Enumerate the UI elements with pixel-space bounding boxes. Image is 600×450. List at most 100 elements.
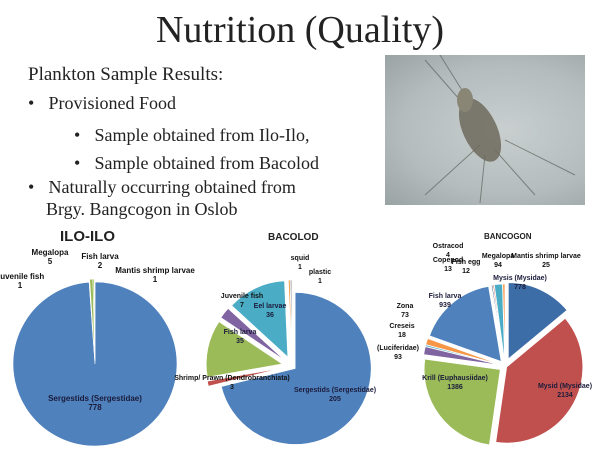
pie-label-name: Fish larva [81, 252, 119, 261]
pie-label-name: Mantis shrimp larvae [511, 253, 581, 260]
pie-label-name: Fish larva [223, 329, 257, 336]
pie-label-value: 12 [462, 268, 470, 275]
pie-slice-bancogon-6 [429, 286, 502, 362]
pie-label-name: Megalopa [481, 253, 515, 260]
pie-slice-bancogon-3 [423, 346, 500, 366]
slide-title: Nutrition (Quality) [155, 9, 445, 51]
pie-label-value: 1 [318, 278, 322, 285]
pie-label-name: (Luciferidae) [376, 345, 420, 352]
chart-title-bacolod: BACOLOD [268, 232, 319, 243]
pie-label-name: Ostracod [432, 243, 464, 250]
pie-label-name: Sergestids (Sergestidae) [48, 394, 142, 403]
pie-label-name: Creseis [389, 323, 415, 330]
pie-label-name: Megalopa [31, 248, 69, 257]
pie-label: (Luciferidae) 93 [377, 344, 419, 362]
pie-slice-ilo-ilo-0 [12, 281, 178, 447]
pie-label-value: 5 [47, 257, 53, 266]
pie-label-value: 778 [88, 403, 102, 412]
pie-label: Zona 73 [397, 302, 414, 320]
pie-label-name: Juvenile fish [0, 272, 45, 281]
pie-label-name: Eel larvae [253, 303, 287, 310]
pie-label-name: Sergestids (Sergestidae) [293, 387, 377, 394]
pie-label: Mysid (Mysidae) 2134 [538, 382, 592, 400]
pie-label: plastic 1 [309, 268, 331, 286]
pie-label: Sergestids (Sergestidae) 778 [48, 394, 142, 412]
pie-label-name: Zona [396, 303, 414, 310]
pie-label-value: 1 [17, 281, 23, 290]
pie-label-value: 1 [298, 264, 302, 271]
bullet-item: • Naturally occurring obtained from [28, 177, 296, 197]
pie-slice-bacolod-1 [207, 367, 283, 387]
pie-slice-bancogon-1 [495, 318, 583, 444]
bullet-item-continued: Brgy. Bangcogon in Oslob [46, 199, 238, 219]
pie-charts [12, 278, 583, 447]
pie-label-value: 2 [97, 261, 103, 270]
pie-label-value: 73 [401, 312, 409, 319]
pie-label: Fish larva 35 [224, 328, 257, 346]
pie-slice-bancogon-2 [423, 358, 501, 446]
pie-slice-bacolod-0 [220, 292, 372, 445]
pie-label: Ostracod 4 [433, 242, 464, 260]
chart-title-iloilo: ILO-ILO [60, 228, 115, 245]
pie-slice-bacolod-2 [205, 321, 284, 378]
pie-slice-bancogon-11 [502, 283, 506, 361]
pie-label: Sergestids (Sergestidae) 205 [294, 386, 376, 404]
pie-label-name: squid [290, 255, 310, 262]
pie-slice-bancogon-9 [492, 284, 505, 361]
pie-slice-bancogon-10 [494, 283, 505, 361]
pie-label-name: Mantis shrimp larvae [115, 266, 195, 275]
pie-label-value: 93 [394, 354, 402, 361]
pie-slice-bacolod-4 [231, 280, 289, 358]
pie-label: Eel larvae 36 [254, 302, 287, 320]
pie-slice-bancogon-5 [425, 338, 500, 365]
pie-label-name: Mysis (Mysidae) [493, 275, 547, 282]
pie-label: Shrimp/ Prawn (Dendrobranchiata) 3 [174, 374, 290, 392]
pie-label: Megalopa 94 [482, 252, 514, 270]
pie-label: Fish larva 2 [81, 252, 118, 270]
pie-label-name: Copepod [432, 257, 464, 264]
pie-label: Juvenile fish 1 [0, 272, 44, 290]
pie-label: Krill (Euphausiidae) 1386 [422, 374, 488, 392]
pie-label: Mysis (Mysidae) 778 [493, 274, 547, 292]
pie-label: Copepod 13 [433, 256, 463, 274]
pie-label-value: 13 [444, 266, 452, 273]
pie-label-name: Fish egg [451, 259, 481, 266]
pie-label: squid 1 [291, 254, 310, 272]
pie-label-value: 1386 [447, 384, 463, 391]
pie-label-value: 205 [329, 396, 341, 403]
pie-label: Fish larva 939 [429, 292, 462, 310]
pie-label-value: 939 [439, 302, 451, 309]
pie-label-name: Mysid (Mysidae) [537, 383, 593, 390]
pie-label: Juvenile fish 7 [221, 292, 263, 310]
pie-label: Mantis shrimp larvae 1 [115, 266, 195, 284]
pie-label-value: 2134 [557, 392, 573, 399]
pie-label-value: 18 [398, 332, 406, 339]
pie-label-value: 94 [494, 262, 502, 269]
chart-title-bancogon: BANCOGON [484, 232, 532, 241]
pie-label-name: Fish larva [428, 293, 462, 300]
plankton-photo [385, 55, 585, 205]
pie-label-name: Shrimp/ Prawn (Dendrobranchiata) [174, 375, 290, 382]
pie-label-value: 778 [514, 284, 526, 291]
pie-label-value: 36 [266, 312, 274, 319]
pie-label-value: 4 [446, 252, 450, 259]
pie-label-value: 7 [240, 302, 244, 309]
pie-label-value: 35 [236, 338, 244, 345]
pie-label-name: Juvenile fish [220, 293, 264, 300]
pie-label: Megalopa 5 [32, 248, 69, 266]
pie-label-value: 3 [230, 384, 234, 391]
pie-slice-bancogon-4 [425, 344, 500, 365]
pie-label: Fish egg 12 [452, 258, 481, 276]
bullet-item: • Sample obtained from Bacolod [74, 153, 319, 173]
pie-label: Mantis shrimp larvae 25 [511, 252, 581, 270]
bullet-item: • Sample obtained from Ilo-Ilo, [74, 125, 310, 145]
pie-slice-bacolod-3 [220, 308, 285, 361]
pie-label-value: 1 [152, 275, 158, 284]
pie-slice-bacolod-6 [289, 279, 293, 357]
pie-label-name: plastic [308, 269, 332, 276]
pie-label: Creseis 18 [389, 322, 414, 340]
charts-panel: ILO-ILO BACOLOD BANCOGON Sergestids (Ser… [0, 226, 600, 450]
bullet-item: • Provisioned Food [28, 93, 177, 113]
slide-subtitle: Plankton Sample Results: [28, 64, 224, 85]
pie-slice-ilo-ilo-4 [94, 278, 96, 362]
